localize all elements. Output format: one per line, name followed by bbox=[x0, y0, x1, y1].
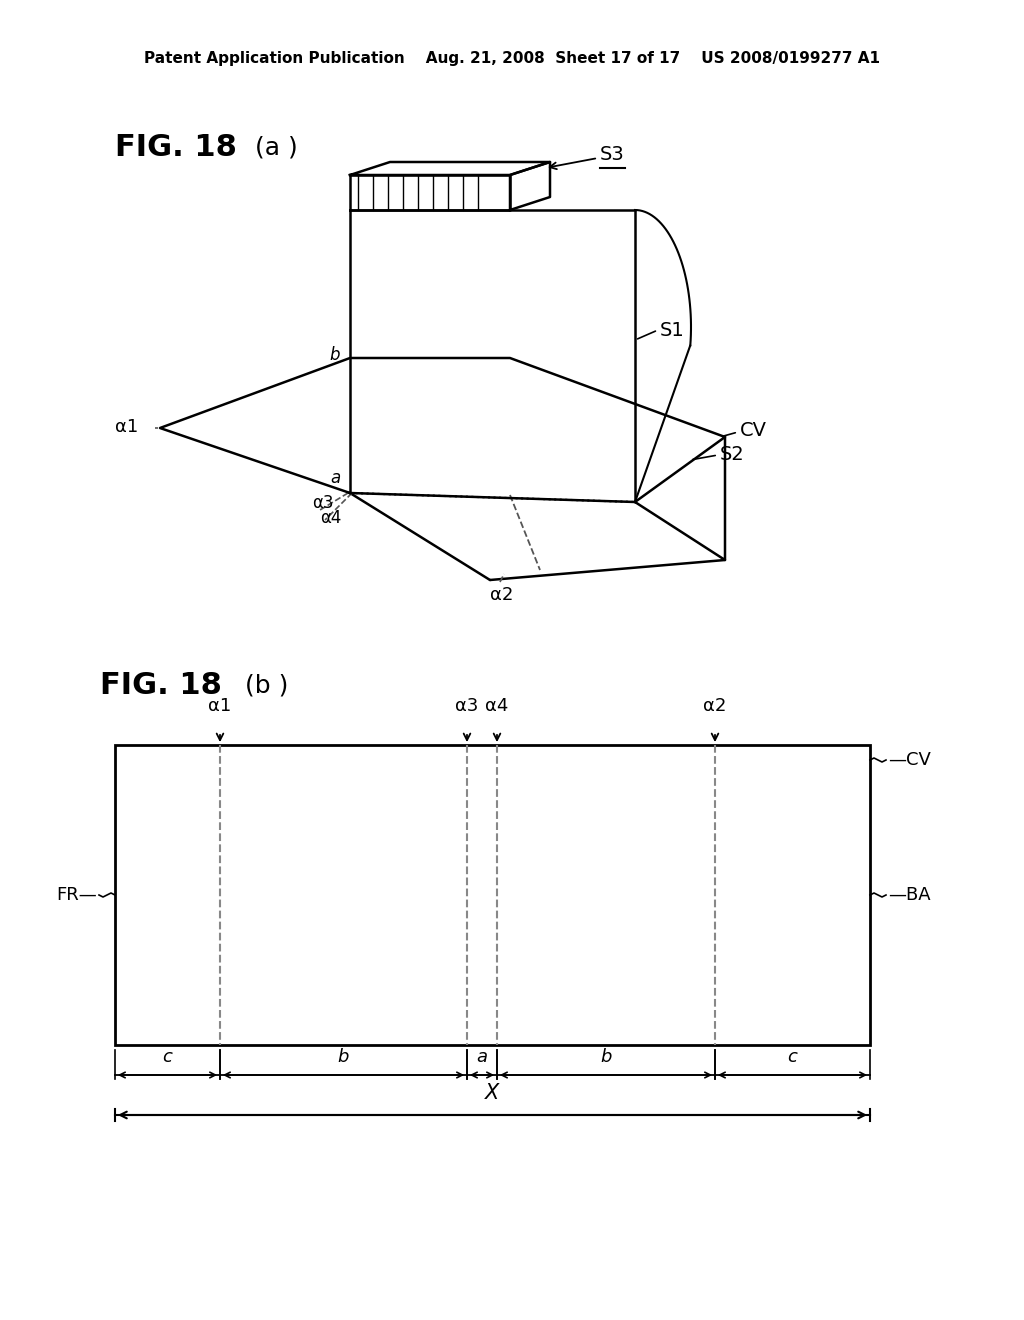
Text: α1: α1 bbox=[115, 418, 138, 436]
Text: FIG. 18: FIG. 18 bbox=[100, 671, 222, 700]
Text: α1: α1 bbox=[208, 697, 231, 715]
Text: Patent Application Publication    Aug. 21, 2008  Sheet 17 of 17    US 2008/01992: Patent Application Publication Aug. 21, … bbox=[144, 50, 880, 66]
Bar bbox=[115, 744, 870, 1045]
Text: α2: α2 bbox=[703, 697, 727, 715]
Text: S3: S3 bbox=[600, 145, 625, 165]
Text: —BA: —BA bbox=[888, 886, 931, 904]
Text: a: a bbox=[476, 1048, 487, 1067]
Text: —CV: —CV bbox=[888, 751, 931, 770]
Text: c: c bbox=[787, 1048, 798, 1067]
Text: X: X bbox=[485, 1082, 500, 1104]
Text: b: b bbox=[338, 1048, 349, 1067]
Text: (a ): (a ) bbox=[255, 136, 298, 160]
Text: S2: S2 bbox=[720, 446, 744, 465]
Text: b: b bbox=[330, 346, 340, 364]
Text: FIG. 18: FIG. 18 bbox=[115, 133, 237, 162]
Text: b: b bbox=[600, 1048, 611, 1067]
Text: CV: CV bbox=[740, 421, 767, 440]
Text: α4: α4 bbox=[485, 697, 509, 715]
Text: α3: α3 bbox=[456, 697, 478, 715]
Text: c: c bbox=[163, 1048, 172, 1067]
Text: α3: α3 bbox=[312, 494, 334, 512]
Text: FR—: FR— bbox=[56, 886, 97, 904]
Text: α4: α4 bbox=[319, 510, 341, 527]
Text: S1: S1 bbox=[660, 321, 685, 339]
Text: a: a bbox=[330, 469, 340, 487]
Text: (b ): (b ) bbox=[245, 673, 289, 697]
Text: α2: α2 bbox=[490, 586, 513, 605]
